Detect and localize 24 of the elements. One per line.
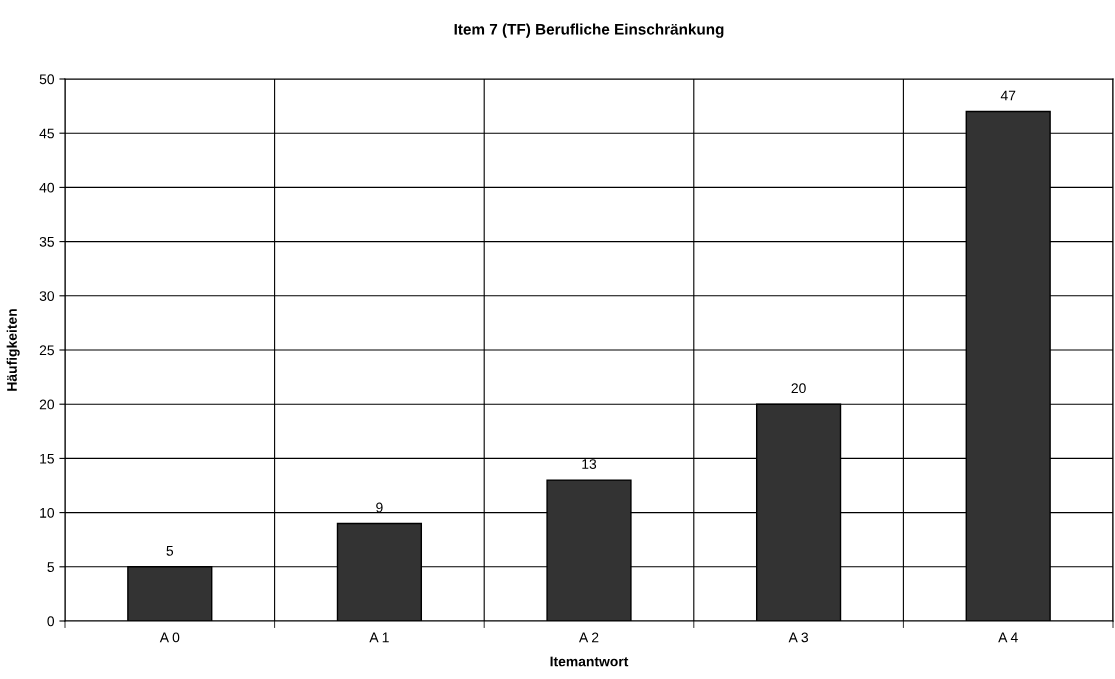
y-tick-label: 20 xyxy=(39,399,55,410)
y-axis-title: Häufigkeiten xyxy=(6,309,20,391)
y-tick-label: 45 xyxy=(39,128,54,139)
y-tick-label: 5 xyxy=(47,562,54,572)
y-tick-label: 35 xyxy=(39,236,54,247)
y-tick-label: 40 xyxy=(39,182,55,193)
x-tick-label: A 1 xyxy=(369,632,389,643)
y-tick-label: 15 xyxy=(40,453,54,464)
chart-title: Item 7 (TF) Berufliche Einschränkung xyxy=(454,23,724,38)
data-label: 13 xyxy=(582,459,597,469)
x-tick-label: A 3 xyxy=(788,632,809,643)
data-label: 47 xyxy=(1000,90,1016,101)
x-axis-title: Itemantwort xyxy=(550,656,629,667)
y-tick-label: 10 xyxy=(40,507,55,518)
data-label: 5 xyxy=(166,546,174,556)
data-label: 20 xyxy=(791,383,806,394)
y-tick-label: 0 xyxy=(47,616,55,627)
y-tick-label: 50 xyxy=(39,74,55,85)
x-tick-label: A 4 xyxy=(998,632,1018,643)
x-tick-label: A 2 xyxy=(578,632,599,643)
data-label: 9 xyxy=(376,502,383,513)
y-tick-label: 25 xyxy=(39,345,54,356)
y-tick-label: 30 xyxy=(39,291,55,301)
x-tick-label: A 0 xyxy=(159,632,180,643)
